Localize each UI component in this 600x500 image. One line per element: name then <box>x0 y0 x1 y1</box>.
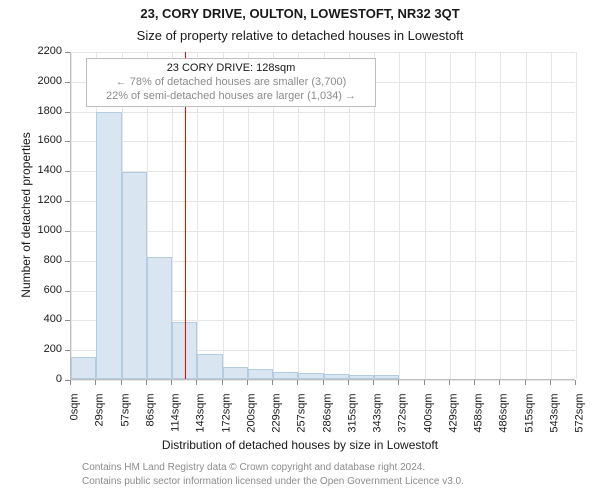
x-tick-label: 400sqm <box>423 394 434 444</box>
x-tick-mark <box>550 380 551 385</box>
x-tick-label: 143sqm <box>196 394 207 444</box>
grid-line-v <box>450 52 451 379</box>
grid-line-v <box>71 52 72 379</box>
grid-line-v <box>500 52 501 379</box>
annotation-line-2: ← 78% of detached houses are smaller (3,… <box>93 76 369 90</box>
y-tick-mark <box>65 380 70 381</box>
y-tick-mark <box>65 201 70 202</box>
x-tick-mark <box>398 380 399 385</box>
x-tick-label: 343sqm <box>373 394 384 444</box>
annotation-box: 23 CORY DRIVE: 128sqm ← 78% of detached … <box>86 58 376 107</box>
y-tick-mark <box>65 82 70 83</box>
grid-line-v <box>576 52 577 379</box>
y-tick-mark <box>65 141 70 142</box>
y-tick-label: 1400 <box>28 165 62 176</box>
grid-line-v <box>425 52 426 379</box>
x-tick-mark <box>95 380 96 385</box>
x-tick-mark <box>222 380 223 385</box>
x-tick-mark <box>121 380 122 385</box>
page-root: { "header": { "title": "23, CORY DRIVE, … <box>0 0 600 500</box>
x-tick-label: 286sqm <box>322 394 333 444</box>
x-tick-mark <box>247 380 248 385</box>
y-tick-label: 2000 <box>28 76 62 87</box>
y-tick-label: 1000 <box>28 225 62 236</box>
x-tick-mark <box>70 380 71 385</box>
y-tick-label: 2200 <box>28 46 62 57</box>
x-tick-mark <box>272 380 273 385</box>
page-title: 23, CORY DRIVE, OULTON, LOWESTOFT, NR32 … <box>0 6 600 21</box>
grid-line-h <box>71 112 575 113</box>
x-tick-label: 229sqm <box>272 394 283 444</box>
grid-line-v <box>526 52 527 379</box>
x-tick-mark <box>499 380 500 385</box>
grid-line-h <box>71 52 575 53</box>
grid-line-v <box>551 52 552 379</box>
histogram-bar <box>273 372 298 379</box>
x-tick-mark <box>474 380 475 385</box>
x-tick-mark <box>297 380 298 385</box>
histogram-bar <box>248 369 273 379</box>
y-tick-label: 800 <box>28 255 62 266</box>
x-tick-mark <box>146 380 147 385</box>
histogram-bar <box>96 112 121 379</box>
x-tick-mark <box>373 380 374 385</box>
x-tick-label: 458sqm <box>474 394 485 444</box>
x-tick-label: 486sqm <box>499 394 510 444</box>
x-tick-label: 114sqm <box>171 394 182 444</box>
y-tick-label: 1600 <box>28 135 62 146</box>
x-tick-label: 543sqm <box>549 394 560 444</box>
footer-line-2: Contains public sector information licen… <box>82 476 464 487</box>
y-tick-label: 200 <box>28 344 62 355</box>
grid-line-v <box>475 52 476 379</box>
x-tick-label: 315sqm <box>347 394 358 444</box>
histogram-bar <box>197 354 222 379</box>
y-tick-mark <box>65 261 70 262</box>
histogram-bar <box>71 357 96 379</box>
annotation-line-3: 22% of semi-detached houses are larger (… <box>93 90 369 104</box>
x-tick-mark <box>348 380 349 385</box>
y-tick-mark <box>65 171 70 172</box>
y-tick-label: 0 <box>28 374 62 385</box>
x-tick-label: 429sqm <box>448 394 459 444</box>
y-tick-mark <box>65 350 70 351</box>
x-tick-label: 57sqm <box>120 394 131 444</box>
y-tick-label: 400 <box>28 314 62 325</box>
histogram-bar <box>374 375 399 379</box>
x-tick-label: 29sqm <box>95 394 106 444</box>
x-tick-label: 572sqm <box>575 394 586 444</box>
y-tick-mark <box>65 112 70 113</box>
x-tick-label: 257sqm <box>297 394 308 444</box>
y-tick-label: 1200 <box>28 195 62 206</box>
x-tick-label: 0sqm <box>70 394 81 444</box>
x-tick-mark <box>575 380 576 385</box>
x-tick-mark <box>196 380 197 385</box>
y-tick-label: 600 <box>28 285 62 296</box>
y-tick-mark <box>65 291 70 292</box>
x-tick-mark <box>323 380 324 385</box>
annotation-line-1: 23 CORY DRIVE: 128sqm <box>93 62 369 76</box>
histogram-bar <box>324 374 349 379</box>
grid-line-h <box>71 141 575 142</box>
x-tick-label: 200sqm <box>246 394 257 444</box>
histogram-bar <box>122 172 147 379</box>
y-tick-mark <box>65 52 70 53</box>
x-tick-label: 372sqm <box>398 394 409 444</box>
x-tick-label: 86sqm <box>145 394 156 444</box>
x-tick-label: 172sqm <box>221 394 232 444</box>
y-tick-label: 1800 <box>28 106 62 117</box>
page-subtitle: Size of property relative to detached ho… <box>0 28 600 43</box>
x-tick-mark <box>171 380 172 385</box>
histogram-bar <box>147 257 172 379</box>
histogram-bar <box>349 375 374 379</box>
y-tick-mark <box>65 231 70 232</box>
histogram-bar <box>298 373 323 379</box>
y-tick-mark <box>65 320 70 321</box>
x-tick-mark <box>449 380 450 385</box>
x-tick-label: 515sqm <box>524 394 535 444</box>
grid-line-v <box>399 52 400 379</box>
x-tick-mark <box>525 380 526 385</box>
histogram-bar <box>223 367 248 379</box>
x-tick-mark <box>424 380 425 385</box>
footer-line-1: Contains HM Land Registry data © Crown c… <box>82 462 425 473</box>
